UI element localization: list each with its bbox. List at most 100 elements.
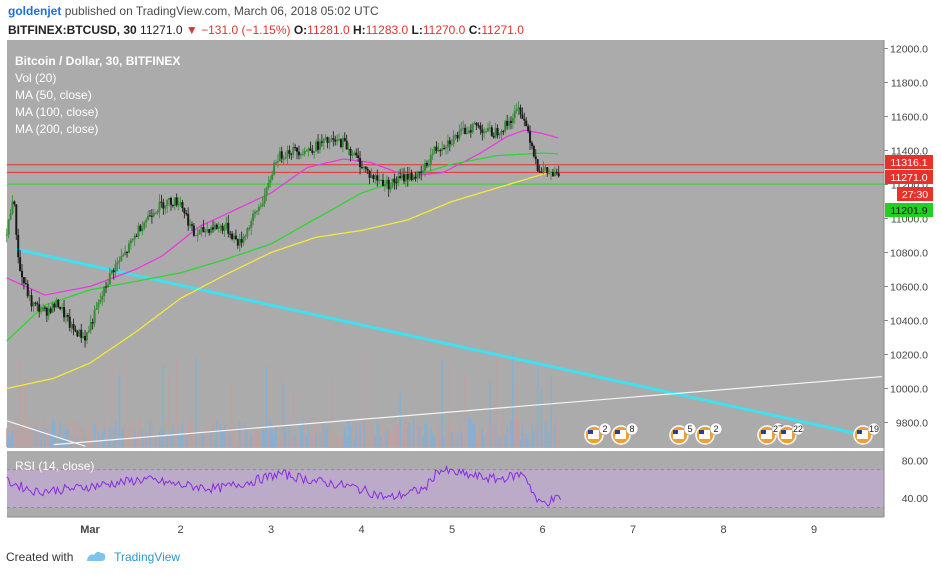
- volume-bar: [80, 428, 83, 447]
- volume-bar: [219, 425, 222, 447]
- candle-body: [483, 131, 486, 133]
- candle-body: [208, 229, 211, 233]
- candle-body: [212, 227, 215, 230]
- high-value: 11283.0: [365, 23, 409, 37]
- time-tick-label: 4: [358, 524, 364, 536]
- candle-body: [156, 210, 159, 214]
- volume-bar: [151, 419, 153, 447]
- price-tags: 11316.1 11271.0 27:30 11201.9: [885, 155, 933, 217]
- volume-bar: [422, 435, 424, 447]
- volume-bar: [261, 426, 264, 447]
- volume-bar: [468, 417, 470, 447]
- volume-bar: [244, 421, 247, 447]
- volume-bar: [204, 428, 207, 447]
- volume-bar: [437, 425, 440, 447]
- candle-body: [271, 174, 274, 180]
- volume-bar: [271, 429, 274, 447]
- volume-bar: [227, 436, 230, 447]
- horizontal-lines[interactable]: [7, 164, 884, 185]
- candle-body: [418, 171, 421, 173]
- volume-bar: [533, 430, 535, 447]
- tradingview-link[interactable]: TradingView: [114, 550, 181, 564]
- price-change: ▼ −131.0 (−1.15%): [185, 23, 291, 37]
- candle-body: [194, 235, 197, 237]
- candle-body: [28, 295, 31, 297]
- volume-bar: [280, 374, 283, 447]
- candle-body: [30, 295, 33, 307]
- volume-bar: [305, 436, 308, 447]
- legend-ma50: MA (50, close): [15, 88, 92, 102]
- flag-canton: [615, 430, 620, 434]
- main-plot-area[interactable]: [7, 40, 884, 448]
- volume-bar: [347, 418, 350, 447]
- candle-body: [305, 150, 308, 152]
- candle-body: [112, 270, 115, 273]
- price-tick-label: 10000.0: [890, 384, 928, 396]
- volume-bar: [370, 424, 373, 447]
- volume-bar: [225, 423, 228, 447]
- volume-bar: [44, 428, 46, 447]
- candle-body: [511, 117, 514, 124]
- candle-body: [332, 138, 335, 140]
- volume-bar: [217, 418, 220, 447]
- candle-body: [420, 171, 423, 173]
- volume-bar: [382, 424, 384, 447]
- volume-bar: [208, 425, 210, 447]
- candle-body: [93, 309, 96, 324]
- volume-bar: [460, 430, 463, 447]
- high-label: H:: [353, 23, 366, 37]
- volume-bar: [185, 435, 188, 447]
- candle-body: [439, 150, 442, 152]
- time-axis[interactable]: Mar 2 3 4 5 6 7 8 9: [80, 524, 817, 536]
- volume-bar: [470, 418, 472, 447]
- volume-bar: [338, 432, 340, 447]
- candle-body: [49, 308, 52, 313]
- candle-body: [275, 162, 278, 164]
- volume-bar: [475, 431, 478, 447]
- candle-body: [227, 222, 230, 234]
- candle-body: [72, 324, 75, 330]
- event-flag-7: 19: [853, 422, 881, 445]
- candle-body: [150, 215, 153, 217]
- volume-bar: [384, 425, 386, 447]
- volume-bar: [61, 438, 63, 447]
- volume-bar: [473, 424, 476, 447]
- volume-bar: [21, 381, 23, 447]
- volume-bar: [445, 435, 447, 447]
- candle-body: [108, 273, 111, 285]
- volume-bar: [300, 426, 302, 447]
- volume-bar: [216, 420, 218, 447]
- author-link[interactable]: goldenjet: [8, 4, 62, 18]
- volume-bar: [307, 422, 310, 447]
- volume-bar: [124, 423, 126, 447]
- candle-body: [446, 140, 449, 148]
- candle-body: [17, 234, 20, 258]
- volume-bar: [403, 426, 405, 447]
- volume-bar: [107, 436, 109, 447]
- flag-canton: [588, 430, 593, 434]
- volume-bar: [485, 433, 487, 447]
- candle-body: [78, 329, 81, 337]
- candle-body: [85, 332, 88, 341]
- candle-body: [294, 147, 297, 149]
- tradingview-logo-icon[interactable]: [85, 550, 107, 565]
- volume-bar: [322, 423, 325, 447]
- price-axis[interactable]: 12000.011800.011600.011400.011200.011000…: [884, 44, 928, 430]
- candle-body: [59, 306, 62, 309]
- volume-bar: [187, 422, 189, 447]
- price-tick-label: 9800.0: [896, 418, 928, 430]
- volume-bar: [531, 424, 533, 447]
- volume-bar: [401, 437, 403, 447]
- candle-body: [34, 302, 37, 304]
- trend-lines[interactable]: [6, 247, 882, 447]
- ma-line-3: [6, 170, 559, 390]
- event-markers[interactable]: 2 8 5 2 27 22 19: [584, 422, 881, 445]
- candle-body: [397, 176, 400, 183]
- candle-body: [103, 286, 106, 296]
- event-count: 5: [687, 424, 692, 434]
- candle-body: [525, 120, 528, 127]
- candle-body: [385, 179, 388, 185]
- candle-body: [250, 220, 253, 228]
- price-tag-red-1: 11316.1: [890, 157, 927, 169]
